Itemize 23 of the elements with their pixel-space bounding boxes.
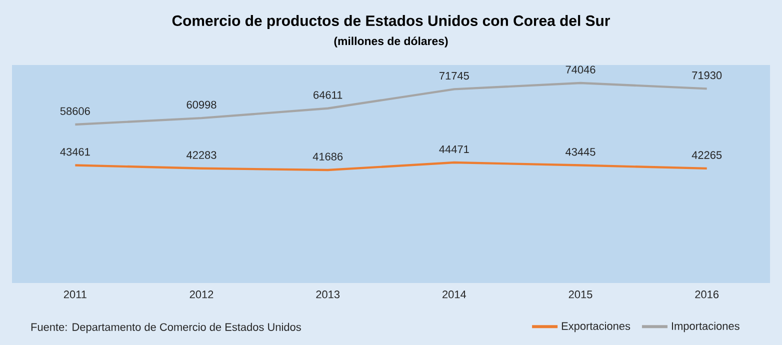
x-tick-label: 2016: [695, 290, 719, 298]
data-label: 43445: [566, 148, 596, 156]
x-tick-label: 2015: [568, 290, 592, 298]
data-label: 43461: [60, 148, 90, 156]
chart-subtitle: (millones de dólares): [334, 36, 448, 48]
data-label: 71745: [439, 72, 469, 80]
data-label: 58606: [60, 107, 90, 115]
data-label: 41686: [312, 152, 343, 160]
x-tick-label: 2014: [442, 290, 466, 298]
legend-label: Exportaciones: [562, 322, 630, 332]
data-label: 44471: [439, 145, 469, 153]
data-label: 71930: [692, 71, 722, 80]
data-label: 60998: [186, 100, 216, 109]
x-tick-label: 2011: [64, 290, 86, 298]
chart-title: Comercio de productos de Estados Unidos con Corea del Sur: [172, 15, 610, 29]
legend-label: Importaciones: [672, 322, 740, 332]
data-label: 64611: [314, 91, 342, 99]
data-label: 42265: [692, 151, 722, 159]
x-tick-label: 2012: [190, 290, 214, 298]
x-tick-label: 2013: [316, 290, 340, 298]
source-note: Fuente: Departamento de Comercio de Estados Unidos: [31, 322, 301, 334]
data-label: 42283: [186, 151, 216, 159]
data-label: 74046: [566, 66, 596, 74]
